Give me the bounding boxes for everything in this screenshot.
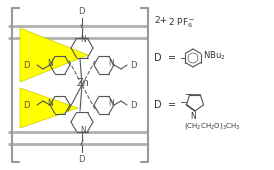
Polygon shape	[20, 88, 78, 128]
Text: N: N	[47, 58, 53, 67]
Text: D: D	[130, 61, 136, 70]
Text: N: N	[108, 98, 114, 107]
Text: D: D	[78, 7, 84, 16]
Text: N: N	[47, 98, 53, 107]
Text: N: N	[108, 58, 114, 67]
Polygon shape	[20, 28, 88, 82]
Text: N: N	[80, 35, 86, 44]
Text: (CH$_2$CH$_2$O)$_3$CH$_3$: (CH$_2$CH$_2$O)$_3$CH$_3$	[184, 121, 240, 131]
Text: 2 PF$_6^-$: 2 PF$_6^-$	[168, 16, 195, 30]
Text: D  =: D =	[154, 53, 176, 63]
Text: NBu$_2$: NBu$_2$	[203, 50, 226, 62]
Text: D  =: D =	[154, 100, 176, 110]
Text: Zn: Zn	[77, 78, 90, 88]
Text: D: D	[78, 155, 84, 164]
Text: N: N	[80, 126, 86, 135]
Text: 2+: 2+	[154, 16, 167, 25]
Text: D: D	[24, 61, 30, 70]
Text: N: N	[190, 112, 196, 121]
Text: D: D	[24, 100, 30, 109]
Text: D: D	[130, 100, 136, 109]
